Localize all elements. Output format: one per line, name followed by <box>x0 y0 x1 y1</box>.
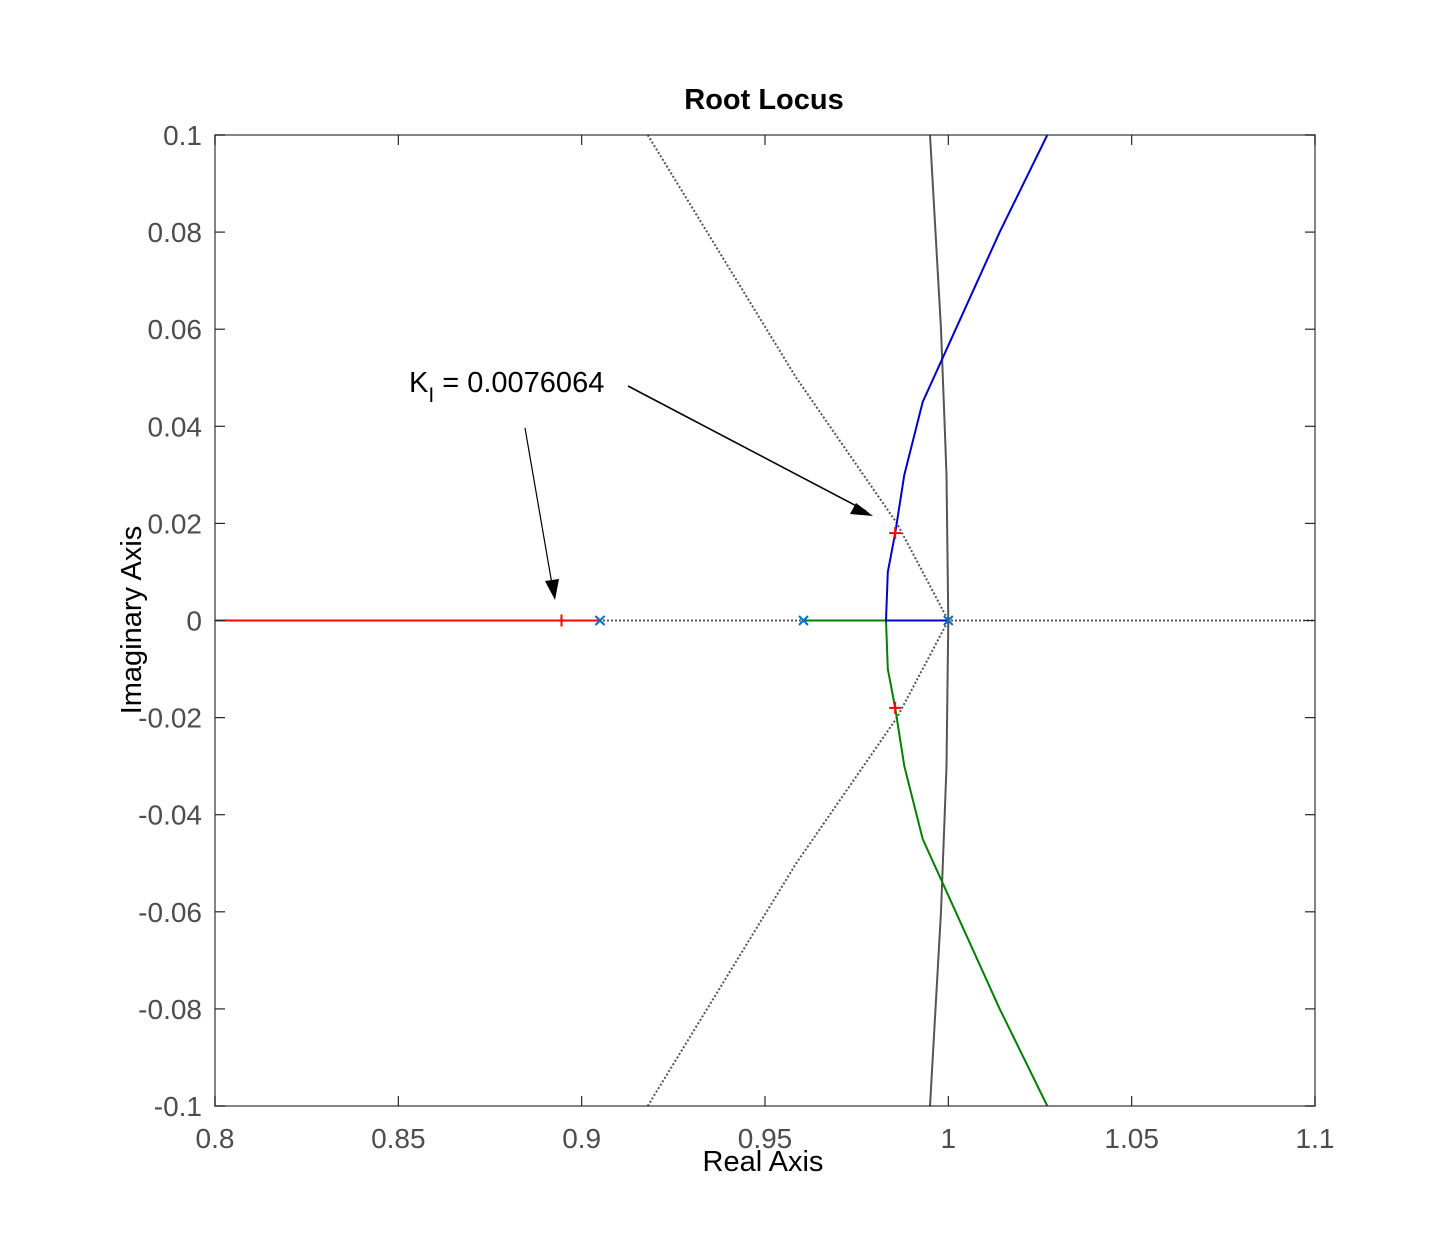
gain-subscript: I <box>428 384 434 407</box>
y-tick-label-5: 0 <box>186 606 202 637</box>
marker-layer <box>555 527 954 714</box>
gain-annotation-text: KI = 0.0076064 <box>409 367 604 407</box>
damping-grid-line-0 <box>646 134 950 621</box>
pole-marker-0 <box>594 615 606 626</box>
damping-grid-line-1 <box>646 620 950 1107</box>
y-tick-label-10: 0.1 <box>163 120 202 151</box>
series-layer <box>215 134 1049 1107</box>
annotation-arrow-upper-head <box>850 503 873 516</box>
y-tick-label-7: 0.04 <box>148 411 203 442</box>
y-axis-label: Imaginary Axis <box>116 526 148 715</box>
y-tick-label-1: -0.08 <box>138 994 202 1025</box>
x-tick-label-0: 0.8 <box>196 1123 235 1154</box>
x-tick-label-6: 1.1 <box>1296 1123 1335 1154</box>
closed-loop-marker-1 <box>889 527 902 540</box>
x-tick-label-1: 0.85 <box>371 1123 426 1154</box>
tick-layer: 0.8 0.85 0.9 0.95 1 1.05 1.1 -0.1 -0.08 -0.06 -0.0… <box>138 120 1334 1154</box>
locus-branch-1 <box>803 619 1049 1107</box>
y-tick-label-6: 0.02 <box>148 508 203 539</box>
y-tick-label-9: 0.08 <box>148 217 203 248</box>
closed-loop-marker-0 <box>555 614 568 627</box>
closed-loop-marker-2 <box>889 701 902 714</box>
x-tick-label-3: 0.95 <box>738 1123 793 1154</box>
gain-value: = 0.0076064 <box>434 367 604 399</box>
pole-marker-1 <box>798 615 809 626</box>
y-tick-label-2: -0.06 <box>138 897 202 928</box>
y-tick-label-4: -0.02 <box>138 703 202 734</box>
gain-symbol: K <box>409 367 429 399</box>
locus-branch-2 <box>884 134 1049 622</box>
x-tick-label-5: 1.05 <box>1104 1123 1159 1154</box>
gain-annotation: KI = 0.0076064 <box>409 367 873 600</box>
x-tick-label-2: 0.9 <box>562 1123 601 1154</box>
annotation-arrow-upper-shaft <box>627 385 867 512</box>
y-tick-label-3: -0.04 <box>138 800 202 831</box>
pole-marker-2 <box>943 615 954 626</box>
annotation-arrow-lower-head <box>545 579 559 600</box>
y-tick-label-0: -0.1 <box>154 1091 202 1122</box>
y-tick-label-8: 0.06 <box>148 314 203 345</box>
annotation-arrow-lower-shaft <box>524 427 554 591</box>
x-tick-label-4: 1 <box>941 1123 957 1154</box>
chart-title: Root Locus <box>684 84 844 116</box>
x-axis-label: Real Axis <box>703 1146 824 1178</box>
